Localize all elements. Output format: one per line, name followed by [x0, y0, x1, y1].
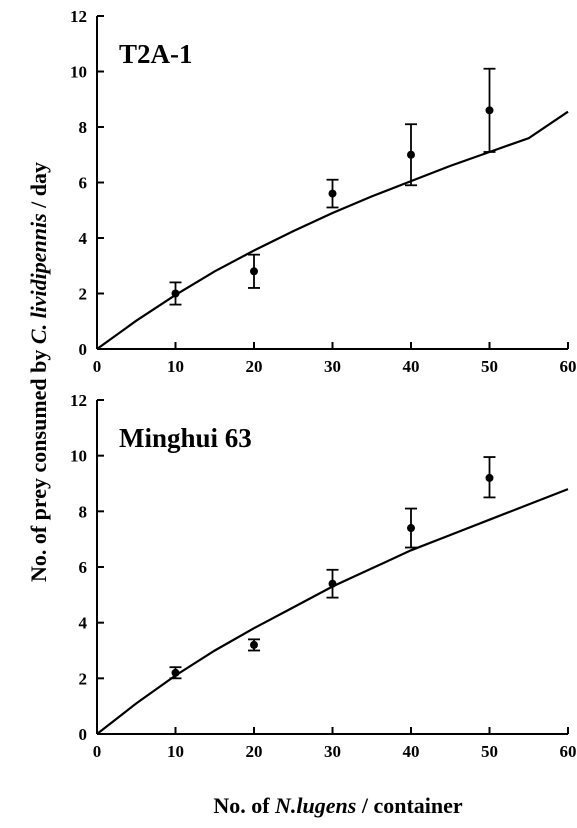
x-tick-label: 60: [560, 357, 577, 376]
y-axis-label-part-3: / day: [26, 162, 51, 213]
y-tick-label: 0: [79, 725, 88, 744]
y-tick-label: 4: [79, 614, 88, 633]
x-tick-label: 50: [481, 357, 498, 376]
data-point: [485, 473, 494, 482]
x-axis-label-species: N.lugens: [274, 793, 356, 818]
x-tick-label: 20: [246, 357, 263, 376]
x-tick-label: 10: [167, 357, 184, 376]
y-tick-label: 8: [79, 118, 88, 137]
x-tick-label: 40: [403, 357, 420, 376]
y-tick-label: 12: [70, 7, 87, 26]
data-point: [407, 150, 415, 159]
data-point: [250, 267, 258, 276]
y-tick-label: 2: [79, 285, 88, 304]
panel-title: T2A-1: [119, 39, 193, 69]
y-tick-label: 6: [79, 174, 88, 193]
x-tick-label: 30: [324, 742, 341, 761]
x-tick-label: 10: [167, 742, 184, 761]
data-point: [171, 289, 180, 298]
panel-t2a-1: 0 2 4 6 8 10 12 0 10 20 30 40 50 60 T2A-1: [70, 7, 577, 376]
x-tick-label: 30: [324, 357, 341, 376]
x-axis-label-part-3: / container: [356, 793, 463, 818]
y-tick-label: 4: [79, 229, 88, 248]
x-tick-label: 50: [481, 742, 498, 761]
y-axis-label-part-1: No. of prey consumed by: [26, 344, 51, 582]
panel-minghui-63: 0 2 4 6 8 10 12 0 10 20 30 40 50 60 Minghui 63: [70, 391, 577, 761]
y-tick-label: 0: [79, 340, 88, 359]
y-tick-label: 12: [70, 391, 87, 410]
fit-curve: [96, 110, 569, 350]
y-tick-label: 10: [70, 63, 87, 82]
y-tick-label: 10: [70, 447, 87, 466]
x-tick-label: 0: [93, 357, 102, 376]
x-tick-label: 40: [403, 742, 420, 761]
data-point: [485, 106, 494, 115]
x-tick-label: 20: [246, 742, 263, 761]
x-axis-label-part-1: No. of: [213, 793, 275, 818]
data-point: [407, 524, 415, 533]
y-axis-label: No. of prey consumed by C. lividipennis …: [26, 162, 51, 582]
y-axis-label-species: C. lividipennis: [26, 213, 51, 344]
x-tick-label: 0: [93, 742, 102, 761]
data-point: [328, 189, 337, 198]
fit-curve: [96, 488, 569, 735]
data-point: [328, 579, 337, 588]
y-tick-label: 6: [79, 558, 88, 577]
x-axis-label: No. of N.lugens / container: [213, 793, 463, 818]
y-tick-label: 8: [79, 502, 88, 521]
panel-title: Minghui 63: [119, 423, 252, 453]
y-tick-label: 2: [79, 669, 88, 688]
data-point: [250, 640, 258, 649]
data-point: [171, 668, 180, 677]
x-tick-label: 60: [560, 742, 577, 761]
